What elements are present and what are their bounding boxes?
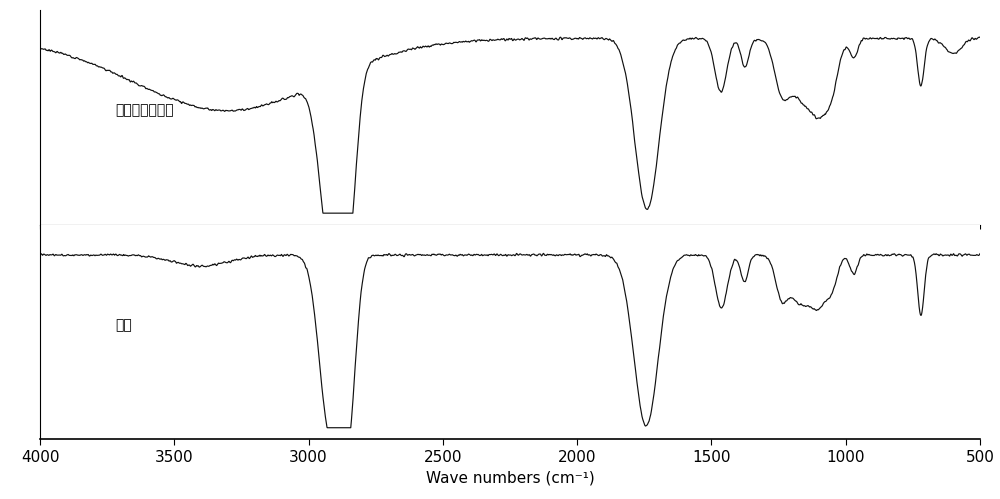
X-axis label: Wave numbers (cm⁻¹): Wave numbers (cm⁻¹) bbox=[426, 470, 594, 485]
Text: 猜油甘油解产物: 猜油甘油解产物 bbox=[115, 104, 174, 118]
Text: 猜油: 猜油 bbox=[115, 318, 132, 332]
